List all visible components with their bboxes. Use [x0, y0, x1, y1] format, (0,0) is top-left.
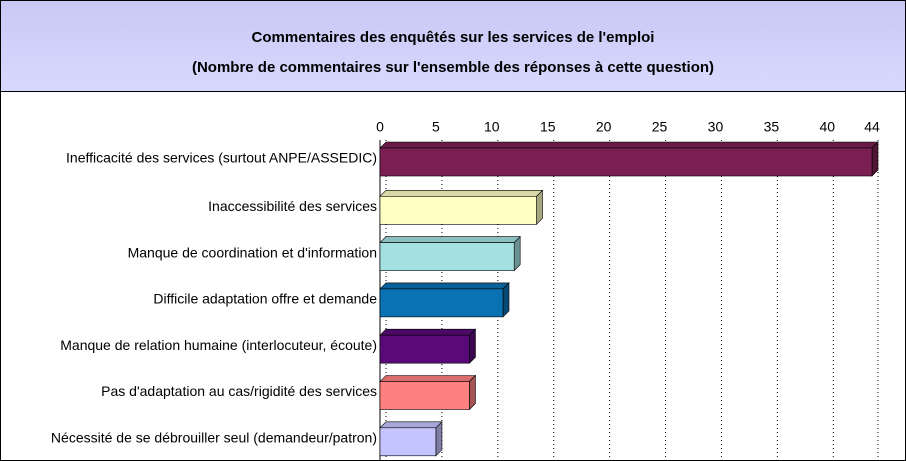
x-tick-label: 35	[764, 119, 780, 135]
y-tick-label: Inefficacité des services (surtout ANPE/…	[66, 150, 377, 166]
x-tick-label: 30	[708, 119, 724, 135]
bar-side	[502, 282, 510, 318]
bar	[379, 196, 537, 225]
bar	[379, 288, 504, 318]
y-tick-label: Inaccessibilité des services	[208, 198, 377, 214]
bar-top	[379, 190, 544, 197]
x-tick-label: 44	[864, 119, 880, 135]
bar-side	[435, 421, 443, 457]
bar	[379, 147, 873, 177]
y-tick-label: Pas d'adaptation au cas/rigidité des ser…	[101, 383, 377, 399]
bar-side	[469, 328, 476, 364]
x-tick-label: 40	[819, 119, 835, 135]
bar-top	[379, 141, 879, 149]
bar-top	[379, 421, 443, 429]
bar-top	[379, 375, 477, 382]
bar-top	[379, 236, 521, 243]
bar-side	[536, 189, 543, 226]
bar	[379, 427, 437, 457]
y-tick-label: Manque de relation humaine (interlocuteu…	[60, 337, 377, 353]
x-tick-label: 0	[376, 119, 384, 135]
chart-title: Commentaires des enquêtés sur les servic…	[252, 29, 655, 46]
bar-top	[379, 282, 510, 290]
bar-side	[469, 374, 476, 411]
bar-side	[871, 141, 879, 177]
y-tick-label: Nécessité de se débrouiller seul (demand…	[51, 430, 377, 446]
x-tick-label: 10	[484, 119, 500, 135]
y-tick-label: Manque de coordination et d'information	[128, 244, 377, 260]
title-box	[0, 0, 906, 92]
x-tick-label: 20	[596, 119, 612, 135]
bar	[379, 334, 470, 364]
y-tick-label: Difficile adaptation offre et demande	[153, 291, 377, 307]
bar-side	[513, 235, 521, 272]
bar-top	[379, 328, 477, 336]
x-tick-label: 25	[652, 119, 668, 135]
bar	[379, 242, 515, 271]
bar	[379, 381, 470, 410]
x-tick-label: 15	[540, 119, 556, 135]
x-tick-label: 5	[432, 119, 440, 135]
chart-subtitle: (Nombre de commentaires sur l'ensemble d…	[192, 59, 714, 76]
